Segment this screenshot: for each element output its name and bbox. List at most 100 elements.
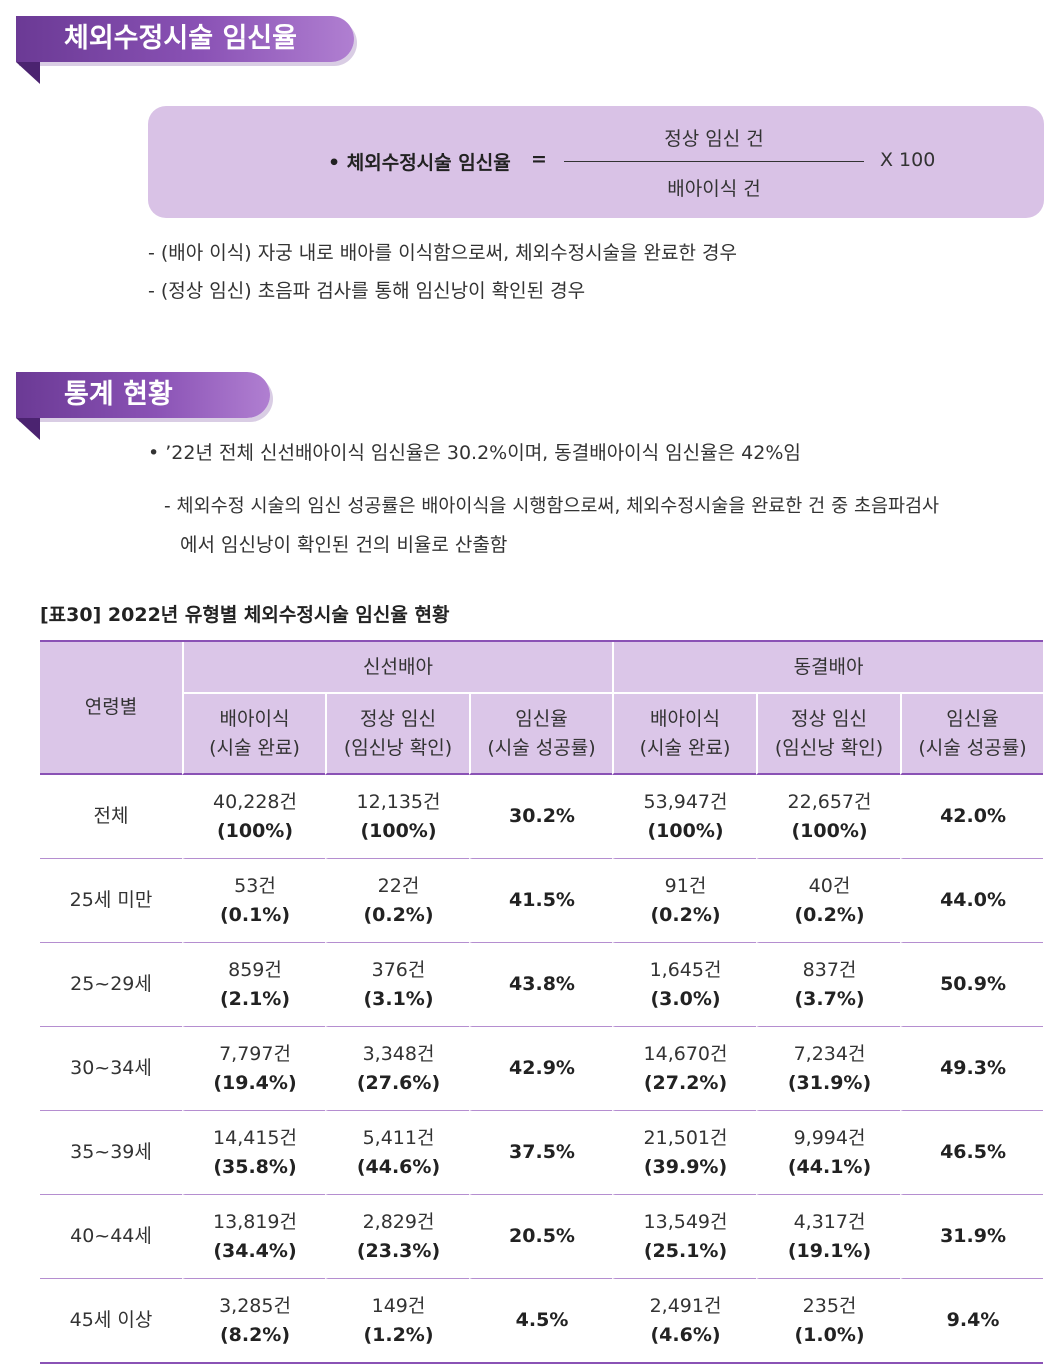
- cell-frozen-preg: 40건 (0.2%): [756, 859, 901, 943]
- cell-count: 1,645건: [649, 958, 722, 981]
- cell-percent: (1.2%): [363, 1323, 434, 1346]
- cell-percent: (3.7%): [794, 987, 865, 1010]
- cell-frozen-transfer: 2,491건 (4.6%): [612, 1279, 756, 1362]
- cell-fresh-preg: 376건 (3.1%): [325, 943, 469, 1027]
- cell-percent: (100%): [360, 819, 437, 842]
- cell-count: 22,657건: [787, 790, 872, 813]
- cell-count: 837건: [802, 958, 857, 981]
- table-caption: [표30] 2022년 유형별 체외수정시술 임신율 현황: [40, 604, 450, 626]
- cell-frozen-transfer: 21,501건 (39.9%): [612, 1111, 757, 1195]
- cell-percent: (2.1%): [219, 987, 291, 1010]
- cell-count: 53건: [234, 874, 276, 897]
- cell-count: 21,501건: [643, 1126, 728, 1149]
- cell-percent: (23.3%): [356, 1239, 441, 1262]
- cell-count: 12,135건: [356, 790, 441, 813]
- row-age: 40~44세: [40, 1195, 182, 1279]
- cell-count: 14,670건: [643, 1042, 728, 1065]
- cell-percent: (27.2%): [643, 1071, 728, 1094]
- cell-count: 13,549건: [643, 1210, 728, 1233]
- cell-fresh-transfer: 40,228건 (100%): [182, 775, 325, 859]
- cell-percent: (100%): [216, 819, 294, 842]
- cell-count: 3,285건: [219, 1294, 291, 1317]
- cell-percent: (44.6%): [356, 1155, 441, 1178]
- ribbon-fold: [16, 418, 40, 440]
- cell-percent: (3.0%): [650, 987, 721, 1010]
- cell-frozen-rate: 44.0%: [900, 859, 1044, 943]
- subheader-line1: 임신율: [515, 707, 568, 730]
- cell-percent: (44.1%): [787, 1155, 872, 1178]
- cell-fresh-preg: 22건 (0.2%): [325, 859, 469, 943]
- cell-fresh-rate: 43.8%: [469, 943, 613, 1027]
- cell-count: 859건: [228, 958, 282, 981]
- cell-frozen-preg: 7,234건 (31.9%): [756, 1027, 901, 1111]
- cell-percent: (1.0%): [794, 1323, 865, 1346]
- note-embryo-transfer: - (배아 이식) 자궁 내로 배아를 이식함으로써, 체외수정시술을 완료한 …: [148, 242, 737, 264]
- cell-percent: (3.1%): [363, 987, 434, 1010]
- stats-sub-line-2: 에서 임신낭이 확인된 건의 비율로 산출함: [180, 534, 508, 556]
- subheader-line2: (임신낭 확인): [343, 736, 453, 759]
- table-row: 40~44세 13,819건 (34.4%) 2,829건 (23.3%) 20.5% 13…: [40, 1195, 1044, 1279]
- cell-fresh-preg: 2,829건 (23.3%): [325, 1195, 469, 1279]
- cell-count: 91건: [664, 874, 707, 897]
- cell-percent: (19.4%): [213, 1071, 297, 1094]
- subheader-line1: 배아이식: [219, 707, 290, 730]
- row-age: 전체: [40, 775, 182, 859]
- cell-fresh-preg: 5,411건 (44.6%): [325, 1111, 469, 1195]
- subheader-0: 배아이식 (시술 완료): [182, 694, 325, 775]
- cell-percent: (8.2%): [219, 1323, 291, 1346]
- cell-fresh-rate: 4.5%: [469, 1279, 612, 1362]
- cell-count: 53,947건: [643, 790, 728, 813]
- cell-count: 4,317건: [793, 1210, 866, 1233]
- formula-numerator: 정상 임신 건: [664, 128, 764, 150]
- cell-count: 13,819건: [213, 1210, 297, 1233]
- subheader-4: 정상 임신 (임신낭 확인): [756, 694, 901, 775]
- cell-percent: (0.1%): [219, 903, 291, 926]
- cell-percent: (39.9%): [643, 1155, 728, 1178]
- formula-equals: =: [531, 148, 547, 170]
- cell-percent: (27.6%): [356, 1071, 441, 1094]
- cell-percent: (100%): [791, 819, 868, 842]
- header-frozen-embryo: 동결배아: [612, 642, 1044, 694]
- cell-percent: (31.9%): [787, 1071, 872, 1094]
- cell-count: 149건: [371, 1294, 426, 1317]
- ivf-rate-table: 연령별 신선배아 동결배아 배아이식 (시술 완료) 정상 임신 (임신낭 확인) 임신…: [40, 640, 1044, 1364]
- cell-frozen-rate: 46.5%: [900, 1111, 1044, 1195]
- cell-percent: (19.1%): [787, 1239, 872, 1262]
- cell-count: 22건: [377, 874, 420, 897]
- cell-count: 7,234건: [793, 1042, 866, 1065]
- cell-fresh-rate: 41.5%: [469, 859, 613, 943]
- header-fresh-embryo: 신선배아: [182, 642, 613, 694]
- table-row: 30~34세 7,797건 (19.4%) 3,348건 (27.6%) 42.9% 14,…: [40, 1027, 1044, 1111]
- cell-fresh-transfer: 859건 (2.1%): [182, 943, 325, 1027]
- cell-count: 7,797건: [219, 1042, 291, 1065]
- cell-frozen-rate: 9.4%: [900, 1279, 1043, 1362]
- note-normal-pregnancy: - (정상 임신) 초음파 검사를 통해 임신낭이 확인된 경우: [148, 280, 586, 302]
- cell-frozen-preg: 235건 (1.0%): [756, 1279, 900, 1362]
- row-age: 35~39세: [40, 1111, 182, 1195]
- cell-fresh-transfer: 3,285건 (8.2%): [182, 1279, 325, 1362]
- cell-count: 2,491건: [649, 1294, 722, 1317]
- fraction-line: [564, 161, 864, 162]
- formula-label: • 체외수정시술 임신율: [328, 152, 511, 174]
- cell-frozen-preg: 4,317건 (19.1%): [756, 1195, 901, 1279]
- subheader-line2: (시술 완료): [639, 736, 731, 759]
- cell-fresh-transfer: 13,819건 (34.4%): [182, 1195, 325, 1279]
- cell-fresh-rate: 37.5%: [469, 1111, 613, 1195]
- subheader-line2: (임신낭 확인): [774, 736, 884, 759]
- row-age: 30~34세: [40, 1027, 182, 1111]
- subheader-line1: 정상 임신: [791, 707, 867, 730]
- table-row: 25세 미만 53건 (0.1%) 22건 (0.2%) 41.5% 91건 (0.2%) 40…: [40, 859, 1044, 943]
- table-row: 25~29세 859건 (2.1%) 376건 (3.1%) 43.8% 1,645건 (3.…: [40, 943, 1044, 1027]
- cell-frozen-rate: 42.0%: [900, 775, 1044, 859]
- subheader-2: 임신율 (시술 성공률): [469, 694, 613, 775]
- formula-box: • 체외수정시술 임신율 = 정상 임신 건 배아이식 건 X 100: [148, 106, 1044, 218]
- subheader-line1: 임신율: [946, 707, 999, 730]
- cell-count: 3,348건: [362, 1042, 435, 1065]
- cell-percent: (100%): [647, 819, 724, 842]
- row-age: 25세 미만: [40, 859, 182, 943]
- table-row: 45세 이상 3,285건 (8.2%) 149건 (1.2%) 4.5% 2,491건 (4…: [40, 1279, 1043, 1362]
- cell-frozen-preg: 22,657건 (100%): [756, 775, 901, 859]
- cell-fresh-transfer: 7,797건 (19.4%): [182, 1027, 325, 1111]
- cell-fresh-transfer: 53건 (0.1%): [182, 859, 325, 943]
- cell-frozen-rate: 50.9%: [900, 943, 1044, 1027]
